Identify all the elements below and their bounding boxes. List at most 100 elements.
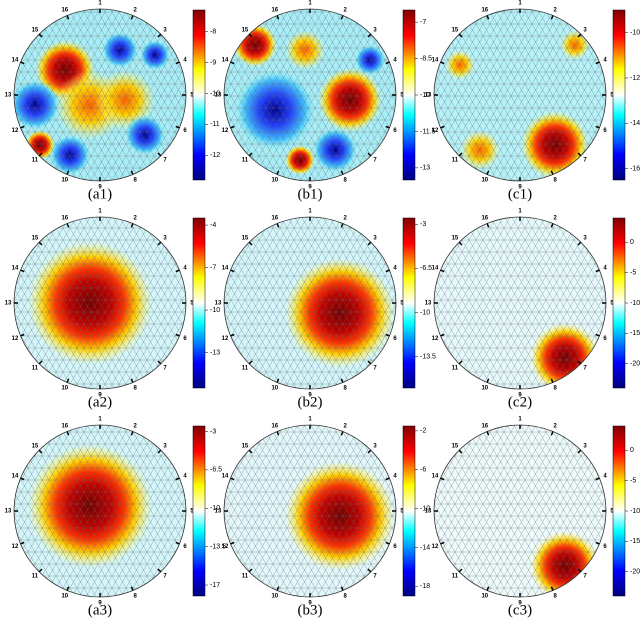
- electrode-label: 4: [393, 473, 397, 479]
- electrode-label: 13: [5, 301, 12, 307]
- electrode: [458, 241, 463, 246]
- electrode-label: 11: [452, 158, 459, 164]
- electrode-label: 1: [98, 417, 102, 423]
- electrode-label: 5: [400, 93, 404, 99]
- panel-label: (a1): [88, 186, 112, 202]
- electrode-label: 2: [344, 8, 348, 14]
- electrode-label: 1: [98, 209, 102, 215]
- electrode-label: 5: [190, 301, 194, 307]
- colorbar-tick-label: -6: [420, 467, 426, 474]
- electrode: [550, 223, 554, 228]
- electrode: [486, 223, 490, 228]
- electrode: [440, 269, 445, 273]
- electrode-label: 12: [12, 544, 19, 550]
- electrode-label: 9: [308, 601, 312, 607]
- electrode-label: 9: [98, 185, 102, 191]
- electrode-label: 9: [308, 185, 312, 191]
- electrode-label: 7: [583, 158, 587, 164]
- electrode: [157, 152, 162, 157]
- colorbar-tick-label: -11.5: [420, 128, 436, 135]
- electrode-label: 12: [432, 128, 439, 134]
- electrode-label: 13: [425, 301, 432, 307]
- colorbar-tick-label: -10: [420, 309, 430, 316]
- electrode: [248, 449, 253, 454]
- colorbar-tick-label: -20: [630, 569, 640, 576]
- electrode: [157, 568, 162, 573]
- electrode-label: 16: [271, 8, 278, 14]
- heatmap: [224, 217, 396, 389]
- colorbar-tick-label: -10: [630, 300, 640, 307]
- electrode-label: 6: [393, 128, 397, 134]
- electrode-label: 7: [373, 158, 377, 164]
- electrode: [367, 449, 372, 454]
- colorbar-tick-label: -10: [630, 30, 640, 37]
- electrode-label: 5: [190, 93, 194, 99]
- electrode-label: 12: [222, 128, 229, 134]
- electrode-label: 15: [242, 444, 249, 450]
- electrode: [175, 61, 180, 65]
- heatmap: [434, 217, 606, 389]
- electrode: [385, 61, 390, 65]
- electrode-label: 5: [610, 509, 614, 515]
- electrode: [20, 61, 25, 65]
- electrode-label: 8: [554, 386, 558, 392]
- panel-label: (b1): [298, 186, 323, 202]
- electrode-label: 14: [432, 473, 439, 479]
- electrode-label: 11: [452, 574, 459, 580]
- electrode: [66, 170, 70, 175]
- electrode: [440, 61, 445, 65]
- electrode-label: 7: [583, 574, 587, 580]
- colorbar-tick-label: -10: [420, 92, 430, 99]
- electrode: [276, 586, 280, 591]
- electrode: [38, 360, 43, 365]
- colorbar-tick-label: -12: [630, 75, 640, 82]
- electrode: [440, 541, 445, 545]
- electrode: [550, 378, 554, 383]
- mesh: [434, 9, 606, 181]
- heatmap: [224, 425, 396, 597]
- colorbar-tick-label: -10: [210, 307, 220, 314]
- electrode-label: 13: [5, 93, 12, 99]
- electrode-label: 2: [344, 216, 348, 222]
- colorbar-tick-label: -17: [210, 582, 220, 589]
- colorbar-tick-label: -2: [420, 428, 426, 435]
- panel-label: (c1): [508, 186, 532, 202]
- electrode: [385, 269, 390, 273]
- electrode-label: 15: [452, 444, 459, 450]
- electrode-label: 14: [432, 265, 439, 271]
- electrode: [458, 449, 463, 454]
- electrode: [385, 541, 390, 545]
- colorbar-tick-label: -16: [630, 166, 640, 173]
- electrode-label: 9: [98, 601, 102, 607]
- electrode-label: 8: [134, 386, 138, 392]
- electrode: [440, 477, 445, 481]
- electrode-label: 15: [32, 236, 39, 242]
- electrode: [20, 269, 25, 273]
- electrode-label: 11: [242, 158, 249, 164]
- electrode-label: 6: [183, 544, 187, 550]
- panel-label: (b2): [298, 394, 323, 410]
- electrode-label: 15: [452, 236, 459, 242]
- electrode-label: 9: [518, 185, 522, 191]
- electrode-label: 16: [61, 8, 68, 14]
- colorbar-tick-label: -4: [210, 222, 216, 229]
- electrode-label: 8: [134, 178, 138, 184]
- electrode-label: 9: [308, 393, 312, 399]
- colorbar: [402, 9, 416, 181]
- electrode-label: 15: [32, 444, 39, 450]
- colorbar-tick-label: -20: [630, 361, 640, 368]
- electrode-label: 11: [242, 574, 249, 580]
- electrode: [458, 152, 463, 157]
- electrode: [130, 223, 134, 228]
- electrode: [175, 477, 180, 481]
- electrode-label: 14: [222, 265, 229, 271]
- electrode-label: 1: [308, 1, 312, 7]
- electrode-label: 14: [432, 57, 439, 63]
- electrode: [38, 449, 43, 454]
- electrode: [230, 61, 235, 65]
- electrode-label: 10: [481, 178, 488, 184]
- panel-label: (a2): [88, 394, 112, 410]
- panel: 12345678910111213141516(b1)-7-8.5-10-11.…: [215, 1, 436, 203]
